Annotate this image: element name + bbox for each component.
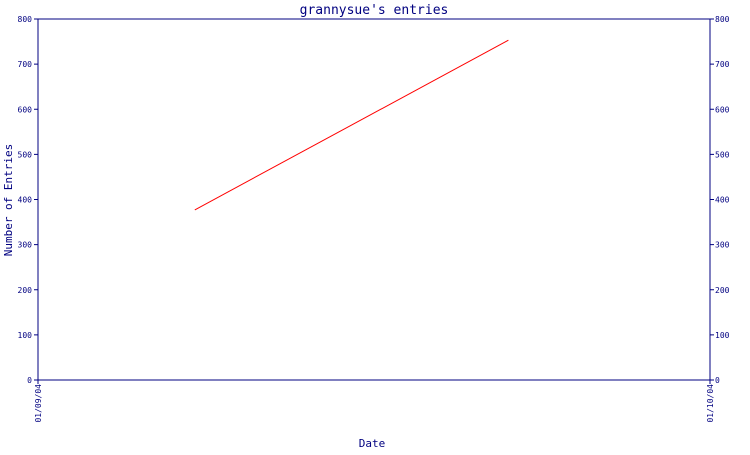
y-tick-label-left: 100 <box>18 331 33 340</box>
x-tick-label: 01/09/04 <box>34 384 43 423</box>
y-tick-label-right: 200 <box>715 286 730 295</box>
y-tick-label-right: 500 <box>715 150 730 159</box>
y-tick-label-right: 100 <box>715 331 730 340</box>
x-axis-label: Date <box>359 437 386 450</box>
chart-title: grannysue's entries <box>300 3 449 18</box>
y-tick-label-left: 0 <box>27 376 32 385</box>
y-tick-label-left: 200 <box>18 286 33 295</box>
y-tick-label-left: 600 <box>18 105 33 114</box>
y-tick-label-right: 800 <box>715 15 730 24</box>
y-tick-label-left: 300 <box>18 241 33 250</box>
series-layer <box>194 39 509 211</box>
y-tick-label-left: 400 <box>18 196 33 205</box>
y-tick-label-right: 700 <box>715 60 730 69</box>
y-tick-label-left: 800 <box>18 15 33 24</box>
y-tick-label-right: 400 <box>715 196 730 205</box>
y-tick-label-right: 0 <box>715 376 720 385</box>
ticks-layer: 0 0 100 100 200 200 300 300 400 400 500 500 600 600 70… <box>18 15 730 423</box>
x-tick-label: 01/10/04 <box>706 384 715 423</box>
y-tick-label-left: 500 <box>18 150 33 159</box>
y-tick-label-left: 700 <box>18 60 33 69</box>
y-tick-label-right: 600 <box>715 105 730 114</box>
y-axis-label: Number of Entries <box>2 144 15 257</box>
y-tick-label-right: 300 <box>715 241 730 250</box>
series-line <box>194 39 509 211</box>
